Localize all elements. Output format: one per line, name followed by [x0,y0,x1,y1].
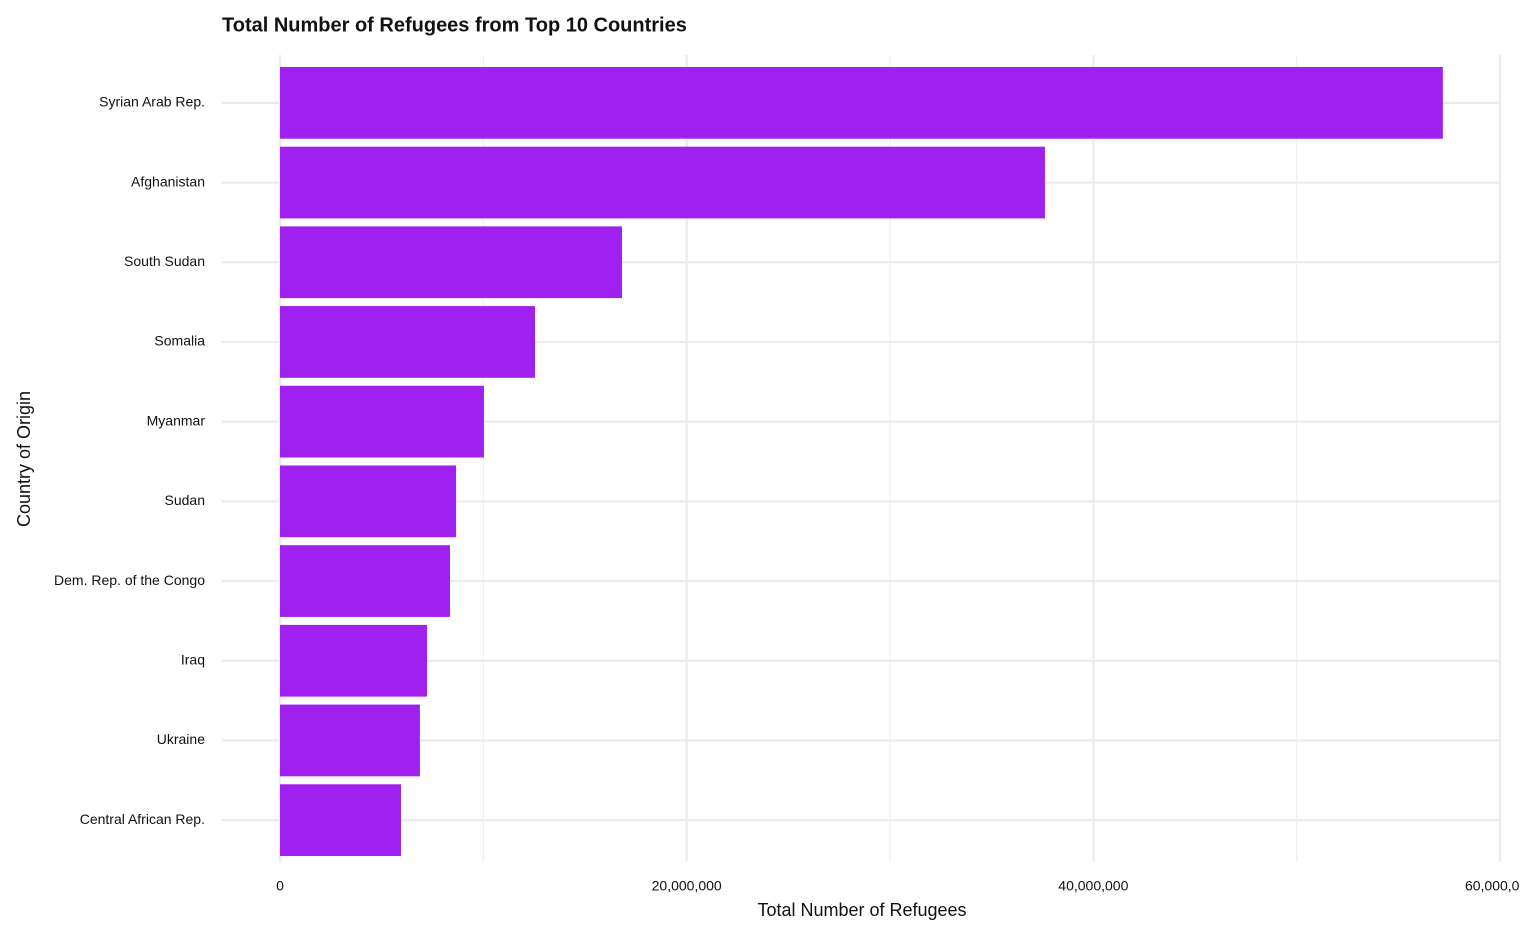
y-axis-title: Country of Origin [14,391,34,527]
bar [280,306,535,378]
y-tick-label: Central African Rep. [80,811,205,827]
y-tick-label: Dem. Rep. of the Congo [54,572,205,588]
bar [280,385,484,458]
x-axis-title: Total Number of Refugees [757,900,966,920]
x-tick-label: 60,000,000 [1465,878,1520,894]
y-tick-label: Syrian Arab Rep. [99,94,205,110]
y-tick-label: Iraq [181,651,205,667]
y-tick-label: Myanmar [147,412,206,428]
bar [280,66,1443,139]
bar [280,624,428,697]
y-tick-label: Sudan [165,492,205,508]
chart-title: Total Number of Refugees from Top 10 Cou… [222,14,687,36]
bar [280,704,420,777]
x-tick-label: 40,000,000 [1058,878,1128,894]
bar [280,465,457,538]
y-tick-label: South Sudan [124,253,205,269]
y-tick-label: Ukraine [157,731,205,747]
bar [280,545,450,617]
bar [280,226,623,299]
x-tick-label: 0 [276,878,284,894]
bar [280,146,1045,219]
y-tick-label: Afghanistan [131,173,205,189]
bars [280,66,1443,857]
x-tick-label: 20,000,000 [652,878,722,894]
bar [280,784,401,857]
y-tick-label: Somalia [154,333,205,349]
